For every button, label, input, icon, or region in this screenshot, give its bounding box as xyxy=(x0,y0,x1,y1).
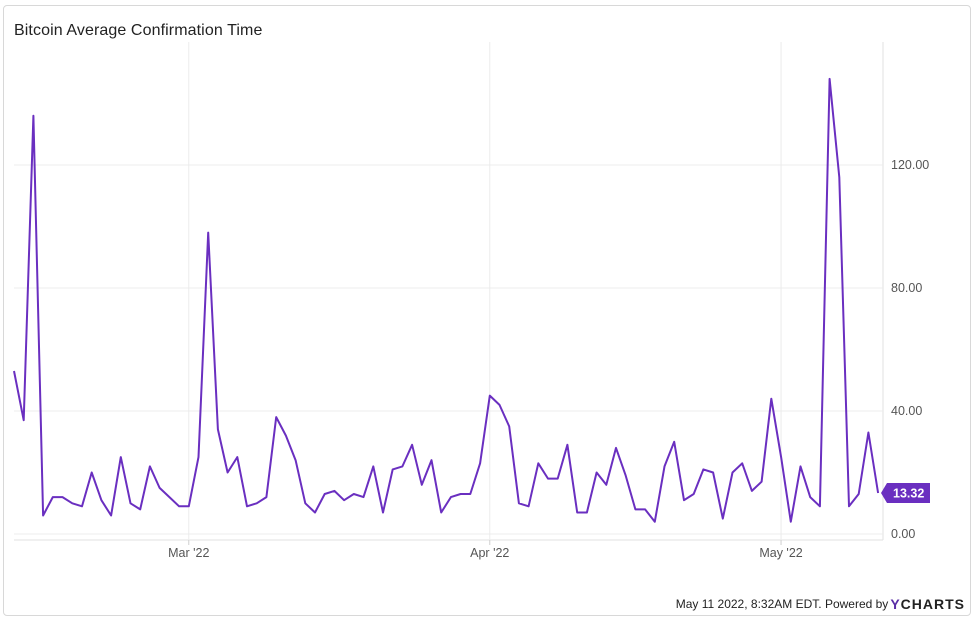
x-tick-label: Mar '22 xyxy=(168,546,209,560)
ycharts-logo-rest: CHARTS xyxy=(900,596,965,612)
y-tick-label: 0.00 xyxy=(891,527,915,541)
y-tick-label: 120.00 xyxy=(891,158,929,172)
grid-lines xyxy=(14,42,884,541)
ycharts-logo-y: Y xyxy=(890,596,901,612)
series-group xyxy=(13,77,880,523)
ycharts-logo[interactable]: YCHARTS xyxy=(890,596,965,612)
last-value-badge-shape xyxy=(881,483,930,504)
footer-timestamp: May 11 2022, 8:32AM EDT. xyxy=(675,597,822,611)
y-axis: 0.00 40.00 80.00 120.00 xyxy=(891,158,929,541)
x-axis: Mar '22 Apr '22 May '22 xyxy=(168,540,803,560)
y-tick-label: 40.00 xyxy=(891,404,922,418)
chart-frame xyxy=(3,5,971,616)
y-tick-label: 80.00 xyxy=(891,281,922,295)
footer: May 11 2022, 8:32AM EDT. Powered by YCHA… xyxy=(676,596,965,612)
x-tick-label: May '22 xyxy=(759,546,802,560)
series-line xyxy=(13,77,880,523)
footer-powered-by: Powered by xyxy=(824,597,889,611)
last-value-badge: 13.32 xyxy=(881,483,930,504)
x-tick-label: Apr '22 xyxy=(470,546,509,560)
last-value-label: 13.32 xyxy=(893,487,924,501)
chart-title: Bitcoin Average Confirmation Time xyxy=(14,22,263,39)
